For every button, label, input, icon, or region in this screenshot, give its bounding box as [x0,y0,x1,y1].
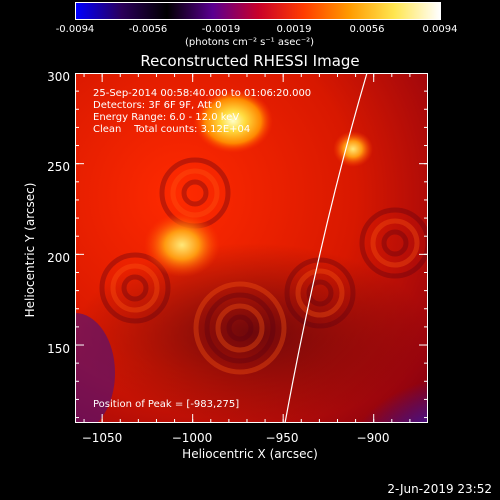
solar-limb [284,73,368,423]
ripple-ring [284,257,356,329]
ripple-ring [110,263,160,313]
ripple-ring [99,252,171,324]
y-tick-label: 300 [47,70,70,84]
clean-counts-text: Clean Total counts: 3.12E+04 [93,124,251,135]
y-axis-label: Heliocentric Y (arcsec) [23,182,37,318]
ripple-ring [226,314,254,342]
limb-source [333,131,373,167]
ripple-ring [121,274,149,302]
ripple-ring [204,292,276,364]
ripple-ring [215,303,265,353]
axis-ticks [75,73,428,423]
y-tick-label: 250 [47,160,70,174]
ripple-ring [181,179,209,207]
plot-title: Reconstructed RHESSI Image [140,52,360,70]
plot-frame [75,73,428,423]
x-axis-label: Heliocentric X (arcsec) [182,447,318,461]
flare-source-peak [193,89,273,153]
colorbar-tick-label: 0.0019 [276,24,312,35]
time-range-text: 25-Sep-2014 00:58:40.000 to 01:06:20.000 [93,88,312,99]
colorbar-tick-label: -0.0056 [128,24,168,35]
colorbar-tick-label: -0.0019 [201,24,241,35]
timestamp-footer: 2-Jun-2019 23:52 [387,482,492,496]
colorbar-tick-label: 0.0056 [349,24,385,35]
x-tick-label: −1000 [171,431,213,445]
x-tick-label: −950 [265,431,299,445]
negative-region [225,283,428,423]
colorbar-units: (photons cm⁻² s⁻¹ asec⁻²) [185,37,315,48]
peak-position-text: Position of Peak = [-983,275] [93,399,240,410]
flare-source-secondary [144,213,220,277]
colorbar-tick-label: 0.0094 [422,24,458,35]
y-tick-label: 150 [47,342,70,356]
ripple-ring [193,281,287,375]
ripple-ring [359,207,428,279]
y-tick-label: 200 [47,251,70,265]
colorbar-tick-label: -0.0094 [55,24,95,35]
energy-range-text: Energy Range: 6.0 - 12.0 keV [93,112,240,123]
ripple-ring [306,279,334,307]
x-tick-label: −1050 [81,431,123,445]
colorbar [75,2,441,20]
negative-region-left [75,313,115,423]
ripple-ring [295,268,345,318]
colorbar-gradient [76,3,440,19]
clean-ripples [99,157,428,375]
ripple-ring [370,218,420,268]
ripple-ring [381,229,409,257]
rhessi-image-panel [75,73,428,423]
detectors-text: Detectors: 3F 6F 9F, Att 0 [93,100,222,111]
x-tick-label: −900 [356,431,390,445]
